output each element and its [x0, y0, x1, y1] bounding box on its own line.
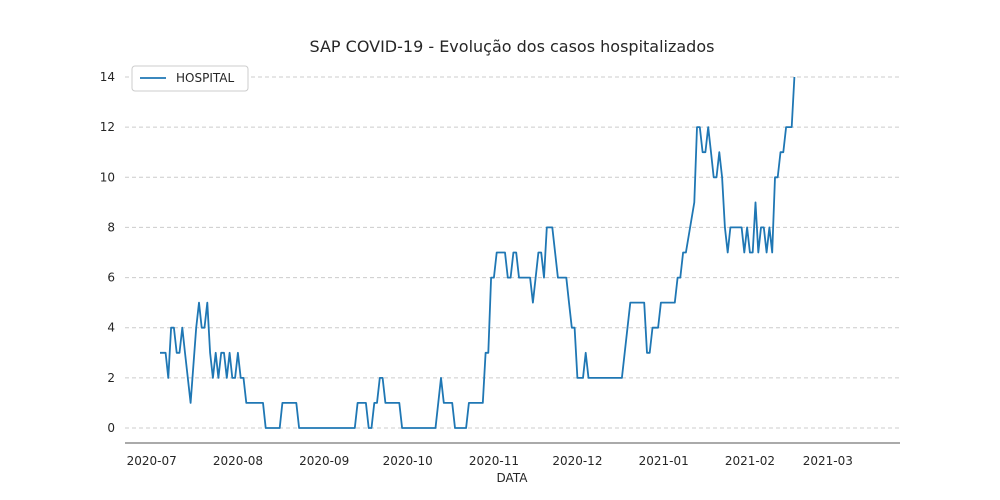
x-tick-label-2021-01: 2021-01: [639, 454, 689, 468]
y-tick-label-6: 6: [107, 271, 115, 285]
y-tick-label-10: 10: [100, 170, 115, 184]
x-tick-label-2020-07: 2020-07: [127, 454, 177, 468]
x-tick-label-2020-10: 2020-10: [383, 454, 433, 468]
legend: HOSPITAL: [131, 65, 249, 92]
y-axis-ticks: 0 2 4 6 8 10 12 14: [100, 70, 115, 435]
x-tick-label-2021-03: 2021-03: [803, 454, 853, 468]
legend-label-hospital: HOSPITAL: [176, 71, 234, 85]
legend-box: [131, 65, 249, 92]
y-tick-label-4: 4: [107, 321, 115, 335]
series-layer: [160, 76, 796, 429]
chart-title: SAP COVID-19 - Evolução dos casos hospit…: [310, 37, 715, 56]
series-line-hospital: [160, 76, 796, 429]
y-tick-label-2: 2: [107, 371, 115, 385]
x-tick-label-2020-11: 2020-11: [469, 454, 519, 468]
y-tick-label-14: 14: [100, 70, 115, 84]
x-axis-ticks: 2020-07 2020-08 2020-09 2020-10 2020-11 2020-…: [127, 454, 853, 468]
grid-lines: [125, 76, 900, 429]
y-tick-label-12: 12: [100, 120, 115, 134]
x-axis-label: DATA: [497, 471, 529, 485]
y-tick-label-8: 8: [107, 220, 115, 234]
y-tick-label-0: 0: [107, 421, 115, 435]
x-tick-label-2020-09: 2020-09: [299, 454, 349, 468]
x-tick-label-2021-02: 2021-02: [725, 454, 775, 468]
x-tick-label-2020-08: 2020-08: [213, 454, 263, 468]
x-tick-label-2020-12: 2020-12: [552, 454, 602, 468]
